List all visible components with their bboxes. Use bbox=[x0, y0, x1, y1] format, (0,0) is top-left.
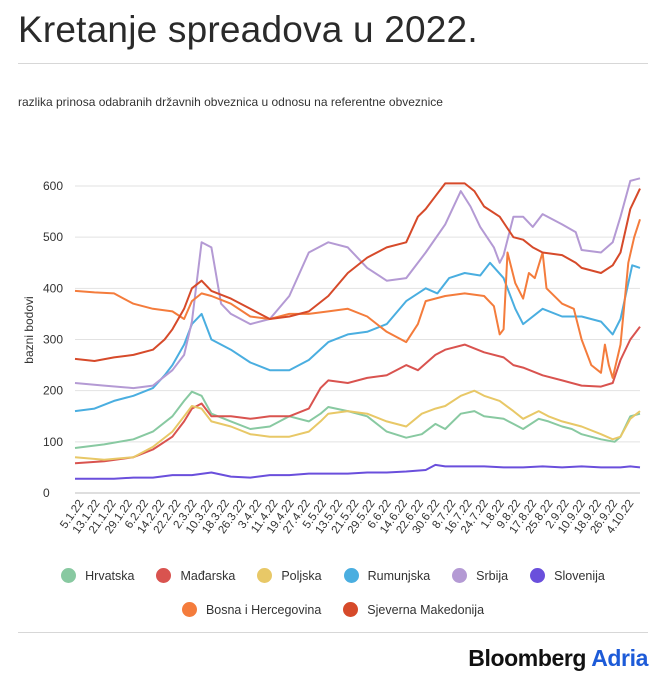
page-title: Kretanje spreadova u 2022. bbox=[18, 9, 478, 50]
x-axis-ticks: 5.1.2213.1.2221.1.2229.1.226.2.2214.2.22… bbox=[58, 498, 636, 536]
legend-swatch bbox=[61, 568, 77, 583]
legend-swatch bbox=[257, 568, 273, 583]
legend-label: Poljska bbox=[281, 568, 322, 583]
legend-row: Bosna i Hercegovina Sjeverna Makedonija bbox=[0, 602, 666, 617]
brand-name: Bloomberg bbox=[468, 645, 587, 671]
bottom-divider bbox=[18, 632, 648, 633]
legend-row: Hrvatska Mađarska Poljska Rumunjska Srbija Sl… bbox=[0, 568, 666, 583]
brand-suffix: Adria bbox=[591, 645, 648, 671]
legend-swatch bbox=[452, 568, 468, 583]
y-tick-label: 400 bbox=[43, 281, 63, 295]
legend-item: Rumunjska bbox=[343, 568, 431, 583]
chart-subtitle: razlika prinosa odabranih državnih obvez… bbox=[18, 95, 443, 109]
series-line-hrvatska bbox=[74, 390, 641, 449]
y-tick-label: 500 bbox=[43, 230, 63, 244]
y-tick-label: 0 bbox=[43, 486, 50, 500]
brand-logo: Bloomberg Adria bbox=[468, 645, 648, 672]
legend-label: Sjeverna Makedonija bbox=[367, 602, 485, 617]
y-axis-label: bazni bodovi bbox=[22, 296, 36, 363]
legend-item: Poljska bbox=[257, 568, 322, 583]
legend-label: Rumunjska bbox=[367, 568, 431, 583]
series-line-srbija bbox=[74, 177, 641, 390]
legend-item: Srbija bbox=[452, 568, 508, 583]
legend-label: Srbija bbox=[476, 568, 509, 583]
y-tick-label: 300 bbox=[43, 333, 63, 347]
legend-item: Mađarska bbox=[156, 568, 235, 583]
series-line-slovenija bbox=[75, 463, 641, 480]
legend-item: Bosna i Hercegovina bbox=[181, 602, 322, 617]
y-tick-label: 100 bbox=[43, 435, 63, 449]
legend-label: Bosna i Hercegovina bbox=[205, 602, 322, 617]
legend-item: Slovenija bbox=[530, 568, 605, 583]
series-line-mađarska bbox=[74, 326, 641, 465]
series-line-poljska bbox=[74, 389, 641, 461]
legend-item: Hrvatska bbox=[61, 568, 134, 583]
y-tick-label: 200 bbox=[43, 384, 63, 398]
series-line-sjeverna-makedonija bbox=[74, 182, 641, 362]
grid-lines bbox=[75, 185, 640, 494]
legend-label: Slovenija bbox=[554, 568, 605, 583]
legend-swatch bbox=[156, 568, 172, 583]
series-line-rumunjska bbox=[74, 261, 641, 413]
legend-label: Mađarska bbox=[180, 568, 236, 583]
legend-label: Hrvatska bbox=[85, 568, 135, 583]
y-tick-label: 600 bbox=[43, 179, 63, 193]
legend-swatch bbox=[530, 568, 546, 583]
series-lines bbox=[74, 177, 641, 480]
line-chart: 0 100 200 300 400 500 600 5.1.2213.1.2221.1.22… bbox=[22, 177, 641, 536]
series-line-bosna-i-hercegovina bbox=[74, 218, 641, 379]
legend-swatch bbox=[343, 602, 359, 617]
top-divider bbox=[18, 63, 648, 64]
legend-item: Sjeverna Makedonija bbox=[343, 602, 484, 617]
legend-swatch bbox=[181, 602, 197, 617]
y-axis-ticks: 0 100 200 300 400 500 600 bbox=[43, 179, 63, 500]
legend-swatch bbox=[343, 568, 359, 583]
